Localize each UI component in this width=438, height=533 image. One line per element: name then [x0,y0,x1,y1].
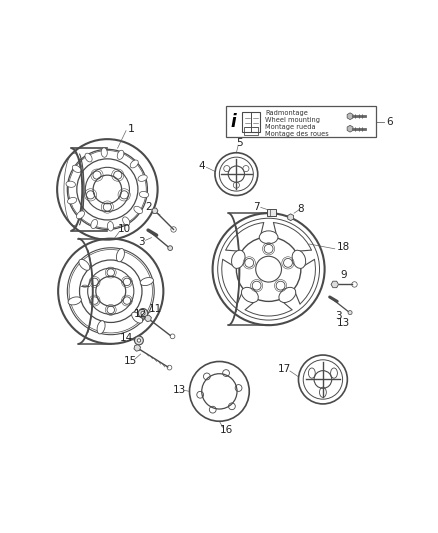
Text: 10: 10 [118,224,131,234]
Ellipse shape [348,311,352,314]
Polygon shape [347,113,353,119]
Ellipse shape [137,339,141,342]
Ellipse shape [107,222,113,231]
Ellipse shape [77,211,85,219]
Ellipse shape [232,250,245,269]
Ellipse shape [67,197,77,204]
Ellipse shape [101,148,107,157]
Polygon shape [347,125,353,132]
Text: 12: 12 [134,309,147,319]
Text: 3: 3 [335,311,342,321]
Polygon shape [134,345,141,351]
Text: 14: 14 [120,333,133,343]
Text: 13: 13 [173,385,186,394]
Bar [243,112,260,132]
Text: 16: 16 [219,425,233,435]
Ellipse shape [91,220,98,229]
Polygon shape [331,281,339,288]
Text: Wheel mounting: Wheel mounting [265,117,320,123]
Text: 17: 17 [278,364,292,374]
Ellipse shape [117,248,124,262]
Ellipse shape [140,278,153,286]
Bar [226,106,375,138]
Text: 5: 5 [237,138,243,148]
Ellipse shape [168,246,173,251]
Ellipse shape [66,181,75,187]
Ellipse shape [139,191,149,198]
Ellipse shape [134,206,142,214]
Ellipse shape [85,153,92,162]
Polygon shape [145,315,152,321]
Text: 1: 1 [127,124,134,134]
Ellipse shape [130,160,138,168]
Text: 2: 2 [145,203,152,212]
Bar [267,209,276,215]
Bar [244,127,258,135]
Text: 13: 13 [337,318,350,328]
Text: i: i [231,113,237,131]
Ellipse shape [134,336,143,345]
Ellipse shape [279,287,296,303]
Text: 6: 6 [386,117,392,127]
Ellipse shape [241,287,258,303]
Text: Radmontage: Radmontage [265,110,308,116]
Ellipse shape [97,321,105,334]
Ellipse shape [259,231,278,244]
Text: 18: 18 [337,242,350,252]
Text: Montage des roues: Montage des roues [265,131,329,138]
Text: 7: 7 [254,202,260,212]
Text: 11: 11 [149,304,162,314]
Text: 4: 4 [198,160,205,171]
Ellipse shape [292,250,306,269]
Text: 15: 15 [124,357,137,367]
Text: Montage rueda: Montage rueda [265,124,316,130]
Ellipse shape [141,311,145,316]
Polygon shape [152,208,158,213]
Ellipse shape [68,297,81,305]
Ellipse shape [132,312,143,323]
Ellipse shape [123,217,130,225]
Ellipse shape [79,260,90,270]
Text: 9: 9 [340,270,346,280]
Ellipse shape [138,309,148,318]
Ellipse shape [72,165,81,173]
Polygon shape [288,214,293,221]
Text: 3: 3 [138,237,145,247]
Ellipse shape [117,150,124,159]
Text: 8: 8 [297,204,304,214]
Ellipse shape [138,175,147,181]
